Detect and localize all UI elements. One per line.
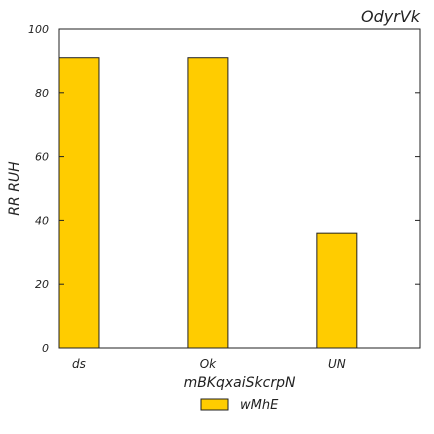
y-tick-label: 100	[28, 23, 49, 36]
y-tick-label: 0	[42, 342, 49, 355]
plot-frame	[58, 28, 421, 349]
x-axis-ticks: ds Ok UN	[72, 357, 346, 371]
bars-group	[58, 57, 358, 349]
x-axis-label: mBKqxaiSkcrpN	[184, 375, 296, 391]
bar-ds	[58, 57, 100, 349]
y-axis-label: RR RUH	[7, 161, 23, 216]
bar-Ok	[187, 57, 229, 349]
y-tick-label: 20	[35, 278, 49, 291]
x-tick-label: ds	[72, 357, 86, 371]
x-tick-label: UN	[328, 357, 346, 371]
chart-title: OdyrVk	[361, 7, 421, 26]
y-tick-label: 40	[35, 214, 49, 227]
legend-label: wMhE	[240, 398, 279, 413]
y-axis-ticks: 0 20 40 60 80 100	[28, 23, 420, 355]
legend-swatch	[200, 398, 229, 411]
x-tick-label: Ok	[200, 357, 217, 371]
y-tick-label: 60	[35, 151, 49, 164]
bar-UN	[316, 232, 358, 349]
legend: wMhE	[200, 398, 279, 413]
y-tick-label: 80	[35, 87, 49, 100]
